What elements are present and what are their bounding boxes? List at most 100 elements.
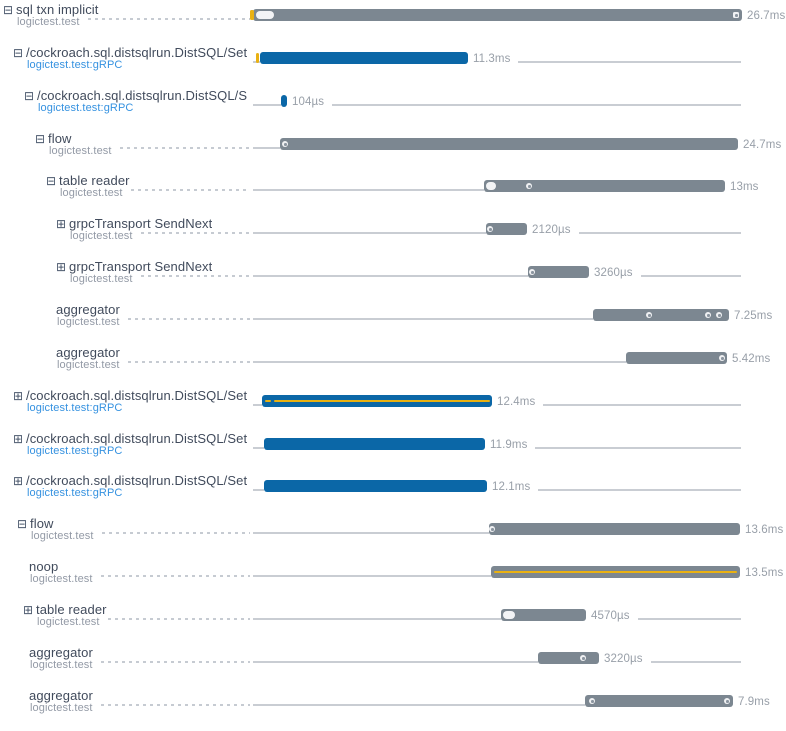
span-duration: 13ms — [730, 181, 759, 193]
span-bar[interactable] — [280, 138, 738, 150]
trace-row[interactable]: ⊟ table reader logictest.test 13ms — [0, 174, 786, 216]
span-tag: logictest.test — [17, 16, 80, 28]
trace-row[interactable]: ⊞/cockroach.sql.distsqlrun.DistSQL/Set lo… — [0, 474, 786, 516]
event-marker-core — [726, 700, 729, 703]
span-tag: logictest.test — [49, 145, 112, 157]
timeline-line — [253, 532, 489, 534]
span-duration: 4570µs — [591, 610, 630, 622]
span-bar[interactable] — [264, 438, 485, 450]
span-bar[interactable] — [585, 695, 733, 707]
trace-row[interactable]: ⊞/cockroach.sql.distsqlrun.DistSQL/Set lo… — [0, 389, 786, 431]
trace-row[interactable]: ⊞ table reader logictest.test 4570µs — [0, 603, 786, 645]
trace-row[interactable]: ⊟/cockroach.sql.distsqlrun.DistSQL/Set lo… — [0, 46, 786, 88]
timeline-line — [651, 661, 741, 663]
expand-icon[interactable]: ⊞ — [23, 603, 34, 617]
collapse-icon[interactable]: ⊟ — [13, 46, 24, 60]
expand-icon[interactable]: ⊞ — [56, 260, 67, 274]
event-marker-core — [489, 228, 492, 231]
leader-dashes — [128, 318, 250, 320]
trace-row[interactable]: ⊞/cockroach.sql.distsqlrun.DistSQL/Set lo… — [0, 432, 786, 474]
span-bar[interactable] — [484, 180, 725, 192]
bar-highlight — [265, 399, 271, 403]
event-marker — [580, 655, 586, 661]
event-marker — [589, 698, 595, 704]
span-name: grpcTransport SendNext — [69, 260, 213, 274]
trace-row[interactable]: ⊟/cockroach.sql.distsqlrun.DistSQL/S logi… — [0, 89, 786, 131]
expand-icon[interactable]: ⊞ — [13, 474, 24, 488]
expand-icon[interactable]: ⊞ — [56, 217, 67, 231]
span-tag[interactable]: logictest.test:gRPC — [38, 102, 134, 114]
span-bar[interactable] — [281, 95, 287, 107]
span-duration: 26.7ms — [747, 10, 786, 22]
event-marker-core — [591, 700, 594, 703]
span-tag[interactable]: logictest.test:gRPC — [27, 487, 123, 499]
span-name: grpcTransport SendNext — [69, 217, 213, 231]
timeline-line — [638, 618, 741, 620]
trace-row[interactable]: noop logictest.test 13.5ms — [0, 560, 786, 602]
event-marker-core — [735, 14, 738, 17]
span-tag: logictest.test — [70, 230, 133, 242]
trace-row[interactable]: ⊟ flow logictest.test 24.7ms — [0, 132, 786, 174]
timeline-line — [253, 275, 528, 277]
span-bar[interactable] — [626, 352, 727, 364]
expand-icon[interactable]: ⊞ — [13, 389, 24, 403]
trace-waterfall: ⊟ sql txn implicit logictest.test 26.7ms ⊟/c… — [0, 3, 786, 714]
timeline-line — [518, 61, 741, 63]
trace-row[interactable]: ⊟ flow logictest.test 13.6ms — [0, 517, 786, 559]
timeline-line — [579, 232, 741, 234]
span-bar[interactable] — [253, 9, 742, 21]
span-bar[interactable] — [501, 609, 586, 621]
timeline-line — [253, 104, 281, 106]
collapse-icon[interactable]: ⊟ — [3, 3, 14, 17]
trace-row[interactable]: ⊞ grpcTransport SendNext logictest.test 212… — [0, 217, 786, 259]
event-marker-yellow — [250, 10, 254, 20]
collapse-icon[interactable]: ⊟ — [24, 89, 35, 103]
trace-row[interactable]: aggregator logictest.test 7.25ms — [0, 303, 786, 345]
span-bar[interactable] — [260, 52, 468, 64]
span-duration: 3220µs — [604, 653, 643, 665]
timeline-line — [253, 447, 264, 449]
timeline-line — [641, 275, 741, 277]
event-marker-core — [721, 357, 724, 360]
collapse-icon[interactable]: ⊟ — [17, 517, 28, 531]
span-duration: 11.9ms — [490, 439, 528, 451]
span-name: aggregator — [56, 346, 120, 360]
span-tag: logictest.test — [37, 616, 100, 628]
event-marker-core — [718, 314, 721, 317]
trace-row[interactable]: aggregator logictest.test 3220µs — [0, 646, 786, 688]
span-bar[interactable] — [538, 652, 599, 664]
trace-row[interactable]: ⊞ grpcTransport SendNext logictest.test 326… — [0, 260, 786, 302]
expand-icon[interactable]: ⊞ — [13, 432, 24, 446]
span-bar[interactable] — [486, 223, 527, 235]
event-marker-core — [531, 271, 534, 274]
trace-row[interactable]: ⊟ sql txn implicit logictest.test 26.7ms — [0, 3, 786, 45]
timeline-line — [253, 489, 264, 491]
span-bar[interactable] — [593, 309, 729, 321]
trace-row[interactable]: aggregator logictest.test 5.42ms — [0, 346, 786, 388]
span-tag[interactable]: logictest.test:gRPC — [27, 59, 123, 71]
span-bar[interactable] — [264, 480, 487, 492]
span-name: table reader — [59, 174, 130, 188]
event-marker — [705, 312, 711, 318]
span-bar[interactable] — [528, 266, 589, 278]
span-tag[interactable]: logictest.test:gRPC — [27, 402, 123, 414]
event-marker — [716, 312, 722, 318]
span-name: flow — [48, 132, 72, 146]
event-marker — [486, 182, 496, 190]
event-marker — [503, 611, 515, 619]
timeline-line — [253, 661, 538, 663]
leader-dashes — [108, 618, 250, 620]
event-marker — [256, 11, 274, 19]
leader-dashes — [141, 275, 250, 277]
timeline-line — [253, 575, 491, 577]
collapse-icon[interactable]: ⊟ — [46, 174, 57, 188]
span-duration: 7.25ms — [734, 310, 773, 322]
span-tag[interactable]: logictest.test:gRPC — [27, 445, 123, 457]
event-marker-yellow — [256, 53, 259, 63]
trace-row[interactable]: aggregator logictest.test 7.9ms — [0, 689, 786, 731]
event-marker-core — [582, 657, 585, 660]
collapse-icon[interactable]: ⊟ — [35, 132, 46, 146]
event-marker — [529, 269, 535, 275]
span-duration: 13.5ms — [745, 567, 784, 579]
span-bar[interactable] — [489, 523, 740, 535]
